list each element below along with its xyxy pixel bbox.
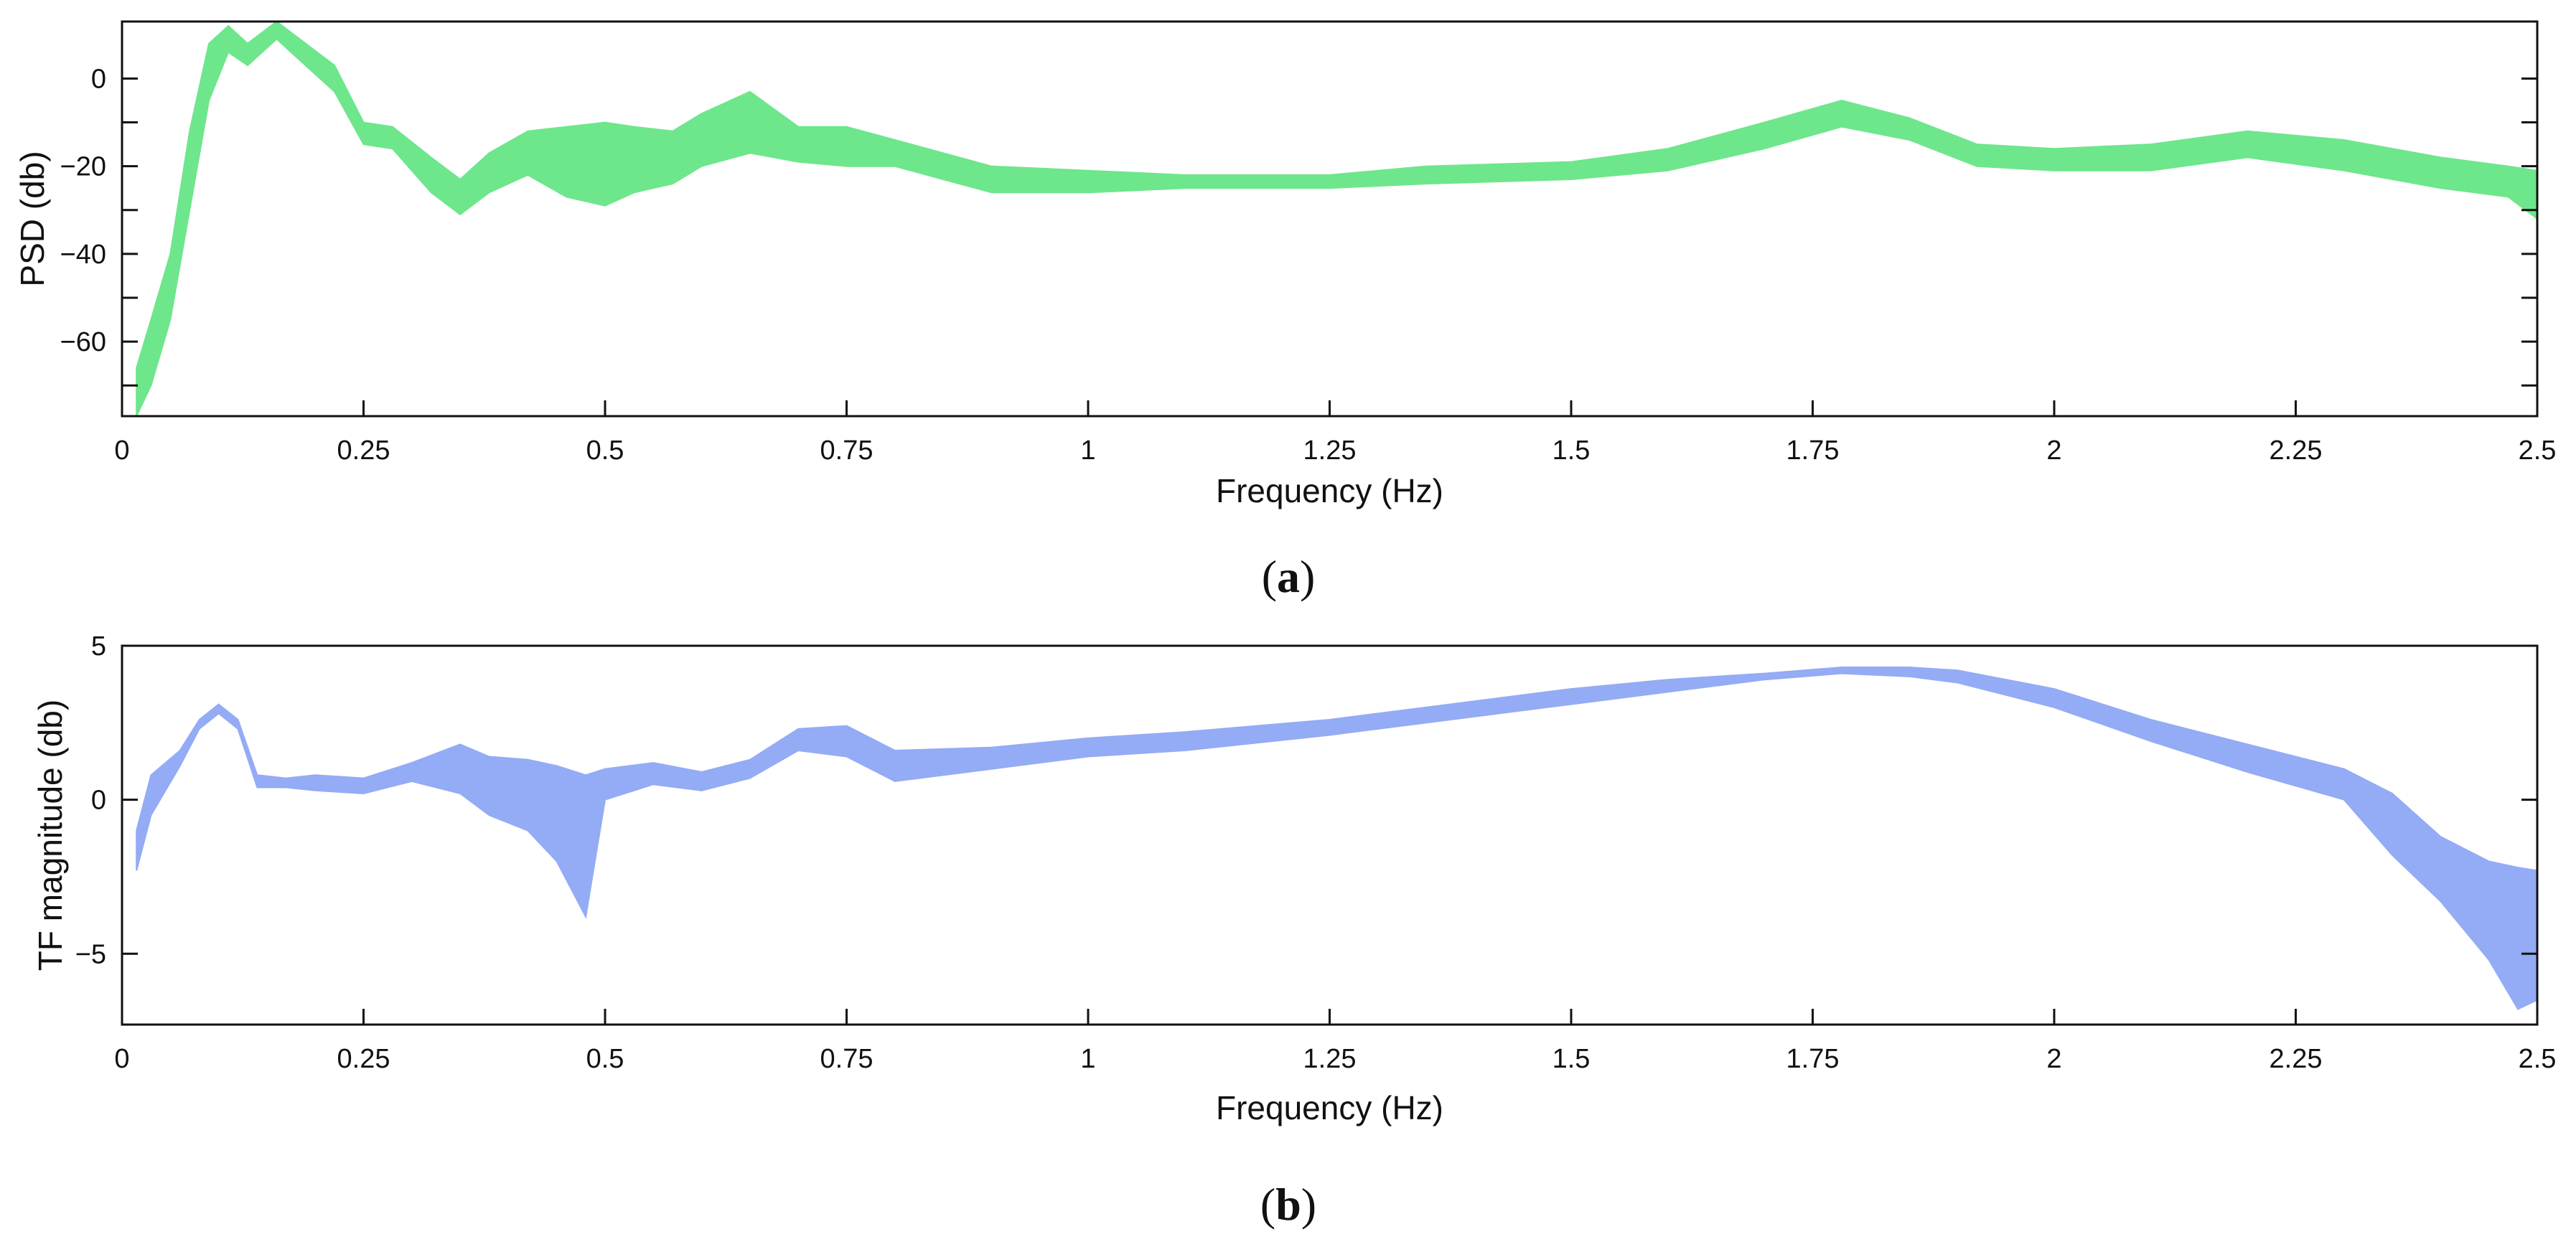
- psd-y-tick-label: −60: [60, 327, 106, 357]
- psd-x-tick-label: 1.25: [1303, 436, 1357, 466]
- tf-x-tick-label: 0.25: [337, 1044, 390, 1074]
- tf-plot-frame: [121, 644, 2539, 1026]
- panel-label-letter: a: [1277, 551, 1300, 602]
- psd-plot-frame: [121, 20, 2539, 418]
- psd-x-tick-label: 0.25: [337, 436, 390, 466]
- tf-x-tick-label: 1.25: [1303, 1044, 1357, 1074]
- tf-y-tick-label: 5: [91, 631, 106, 662]
- psd-y-tick-label: −40: [60, 240, 106, 270]
- tf-x-tick-label: 2: [2046, 1044, 2061, 1074]
- panel-label-open-paren: (: [1260, 1179, 1275, 1230]
- psd-x-tick-label: 0.75: [820, 436, 874, 466]
- psd-x-axis: 0 0.25 0.5 0.75 1 1.25 1.5 1.75 2 2.25 2.5: [114, 400, 2556, 466]
- tf-x-tick-label: 2.25: [2270, 1044, 2323, 1074]
- tf-y-axis: 5 0 −5: [75, 631, 2537, 969]
- tf-y-axis-title: TF magnitude (db): [32, 700, 69, 971]
- panel-label-close-paren: ): [1300, 551, 1315, 602]
- psd-y-axis: 0 −20 −40 −60: [60, 64, 2537, 387]
- tf-x-tick-label: 0: [114, 1044, 129, 1074]
- tf-x-tick-label: 1.75: [1786, 1044, 1840, 1074]
- psd-x-tick-label: 1.5: [1552, 436, 1591, 466]
- psd-x-tick-label: 1: [1080, 436, 1095, 466]
- psd-y-tick-label: 0: [91, 64, 106, 94]
- psd-x-tick-label: 2.25: [2270, 436, 2323, 466]
- psd-band-area: [136, 20, 2538, 417]
- psd-x-axis-title: Frequency (Hz): [1216, 472, 1443, 509]
- tf-x-axis: 0 0.25 0.5 0.75 1 1.25 1.5 1.75 2 2.25 2.5: [114, 1009, 2556, 1074]
- psd-x-tick-label: 2: [2046, 436, 2061, 466]
- tf-x-tick-label: 2.5: [2519, 1044, 2557, 1074]
- panel-label-b: (b): [1260, 1179, 1316, 1230]
- psd-y-axis-title: PSD (db): [14, 151, 51, 286]
- tf-x-tick-label: 1.5: [1552, 1044, 1591, 1074]
- psd-y-tick-label: −20: [60, 152, 106, 182]
- psd-x-tick-label: 1.75: [1786, 436, 1840, 466]
- panel-label-letter: b: [1275, 1179, 1301, 1230]
- tf-y-tick-label: 0: [91, 786, 106, 816]
- psd-x-tick-label: 0.5: [586, 436, 624, 466]
- tf-x-tick-label: 1: [1080, 1044, 1095, 1074]
- tf-band-area: [136, 667, 2538, 1010]
- psd-x-tick-label: 0: [114, 436, 129, 466]
- tf-x-tick-label: 0.75: [820, 1044, 874, 1074]
- tf-panel: 0 0.25 0.5 0.75 1 1.25 1.5 1.75 2 2.25 2.5 5 0 −5 Fr…: [32, 631, 2556, 1230]
- tf-x-axis-title: Frequency (Hz): [1216, 1089, 1443, 1126]
- panel-label-close-paren: ): [1301, 1179, 1316, 1230]
- panel-label-a: (a): [1262, 551, 1316, 602]
- tf-y-tick-label: −5: [75, 939, 106, 969]
- tf-x-tick-label: 0.5: [586, 1044, 624, 1074]
- panel-label-open-paren: (: [1262, 551, 1277, 602]
- psd-panel: 0 0.25 0.5 0.75 1 1.25 1.5 1.75 2 2.25 2.5 0 −20 −40…: [14, 20, 2556, 602]
- psd-x-tick-label: 2.5: [2519, 436, 2557, 466]
